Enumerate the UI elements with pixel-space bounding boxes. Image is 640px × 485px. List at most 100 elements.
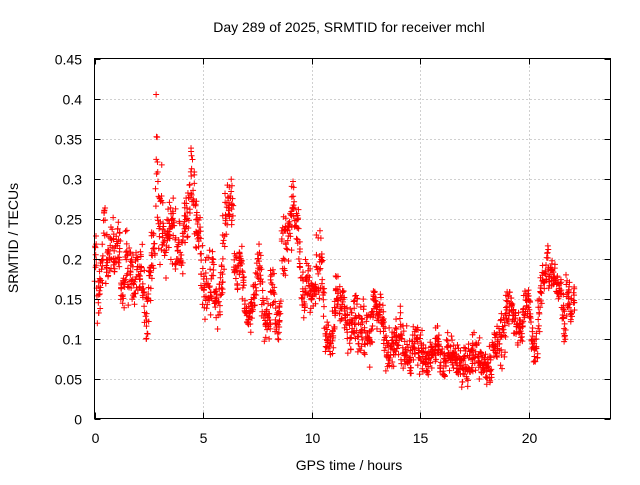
- data-point: [344, 350, 351, 357]
- data-point: [267, 325, 274, 332]
- data-point: [228, 176, 235, 183]
- data-point: [170, 219, 177, 226]
- data-point: [408, 364, 415, 371]
- data-point: [440, 368, 447, 375]
- data-point: [266, 335, 273, 342]
- data-point: [329, 350, 336, 357]
- data-point: [290, 205, 297, 212]
- data-point: [336, 283, 343, 290]
- data-point: [351, 315, 358, 322]
- data-point: [257, 272, 264, 279]
- data-point: [397, 303, 404, 310]
- data-point: [316, 266, 323, 273]
- data-point: [295, 255, 302, 262]
- data-point: [355, 333, 362, 340]
- data-point: [170, 195, 177, 202]
- data-point: [252, 284, 259, 291]
- data-point: [360, 296, 367, 303]
- data-point: [307, 265, 314, 272]
- data-point: [330, 323, 337, 330]
- data-point: [251, 291, 258, 298]
- data-point: [152, 185, 159, 192]
- data-point: [116, 256, 123, 263]
- data-point: [313, 263, 320, 270]
- data-point: [562, 327, 569, 334]
- data-point: [381, 347, 388, 354]
- data-point: [306, 274, 313, 281]
- data-point: [219, 255, 226, 262]
- data-point: [282, 226, 289, 233]
- data-point: [444, 337, 451, 344]
- data-point: [359, 316, 366, 323]
- data-point: [191, 171, 198, 178]
- data-point: [98, 257, 105, 264]
- data-point: [549, 257, 556, 264]
- data-point: [124, 251, 131, 258]
- data-point: [290, 213, 297, 220]
- data-point: [290, 193, 297, 200]
- data-point: [334, 273, 341, 280]
- data-point: [287, 211, 294, 218]
- data-point: [272, 298, 279, 305]
- data-point: [247, 329, 254, 336]
- data-point: [302, 285, 309, 292]
- data-point: [141, 309, 148, 316]
- data-point: [449, 337, 456, 344]
- data-point: [405, 344, 412, 351]
- data-point: [192, 201, 199, 208]
- data-point: [216, 302, 223, 309]
- data-point: [188, 172, 195, 179]
- data-point: [538, 290, 545, 297]
- data-point: [142, 313, 149, 320]
- data-point: [425, 363, 432, 370]
- data-point: [190, 187, 197, 194]
- data-point: [376, 301, 383, 308]
- data-point: [487, 379, 494, 386]
- data-point: [207, 266, 214, 273]
- data-point: [437, 359, 444, 366]
- data-point: [105, 233, 112, 240]
- x-tick-label: 10: [305, 430, 321, 446]
- data-point: [559, 311, 566, 318]
- data-point: [566, 301, 573, 308]
- data-point: [339, 288, 346, 295]
- data-point: [363, 318, 370, 325]
- data-point: [513, 330, 520, 337]
- data-point: [320, 313, 327, 320]
- data-point: [96, 287, 103, 294]
- data-point: [100, 217, 107, 224]
- data-point: [544, 242, 551, 249]
- data-point: [464, 383, 471, 390]
- data-point: [533, 330, 540, 337]
- y-tick-label: 0.45: [55, 52, 82, 68]
- data-point: [221, 266, 228, 273]
- data-point: [111, 247, 118, 254]
- data-point: [167, 204, 174, 211]
- data-point: [529, 328, 536, 335]
- data-point: [202, 270, 209, 277]
- data-point: [106, 250, 113, 257]
- data-point: [206, 247, 213, 254]
- data-point: [308, 295, 315, 302]
- data-point: [295, 225, 302, 232]
- data-point: [330, 344, 337, 351]
- data-point: [432, 342, 439, 349]
- data-point: [302, 303, 309, 310]
- data-point: [389, 358, 396, 365]
- data-point: [240, 279, 247, 286]
- data-point: [460, 357, 467, 364]
- data-point: [403, 322, 410, 329]
- data-point: [241, 301, 248, 308]
- data-point: [336, 310, 343, 317]
- data-point: [127, 269, 134, 276]
- data-point: [268, 279, 275, 286]
- data-point: [301, 307, 308, 314]
- data-point: [260, 300, 267, 307]
- data-point: [435, 336, 442, 343]
- data-point: [319, 257, 326, 264]
- data-point: [274, 321, 281, 328]
- data-point: [284, 237, 291, 244]
- data-point: [193, 209, 200, 216]
- data-point: [150, 230, 157, 237]
- data-point: [299, 269, 306, 276]
